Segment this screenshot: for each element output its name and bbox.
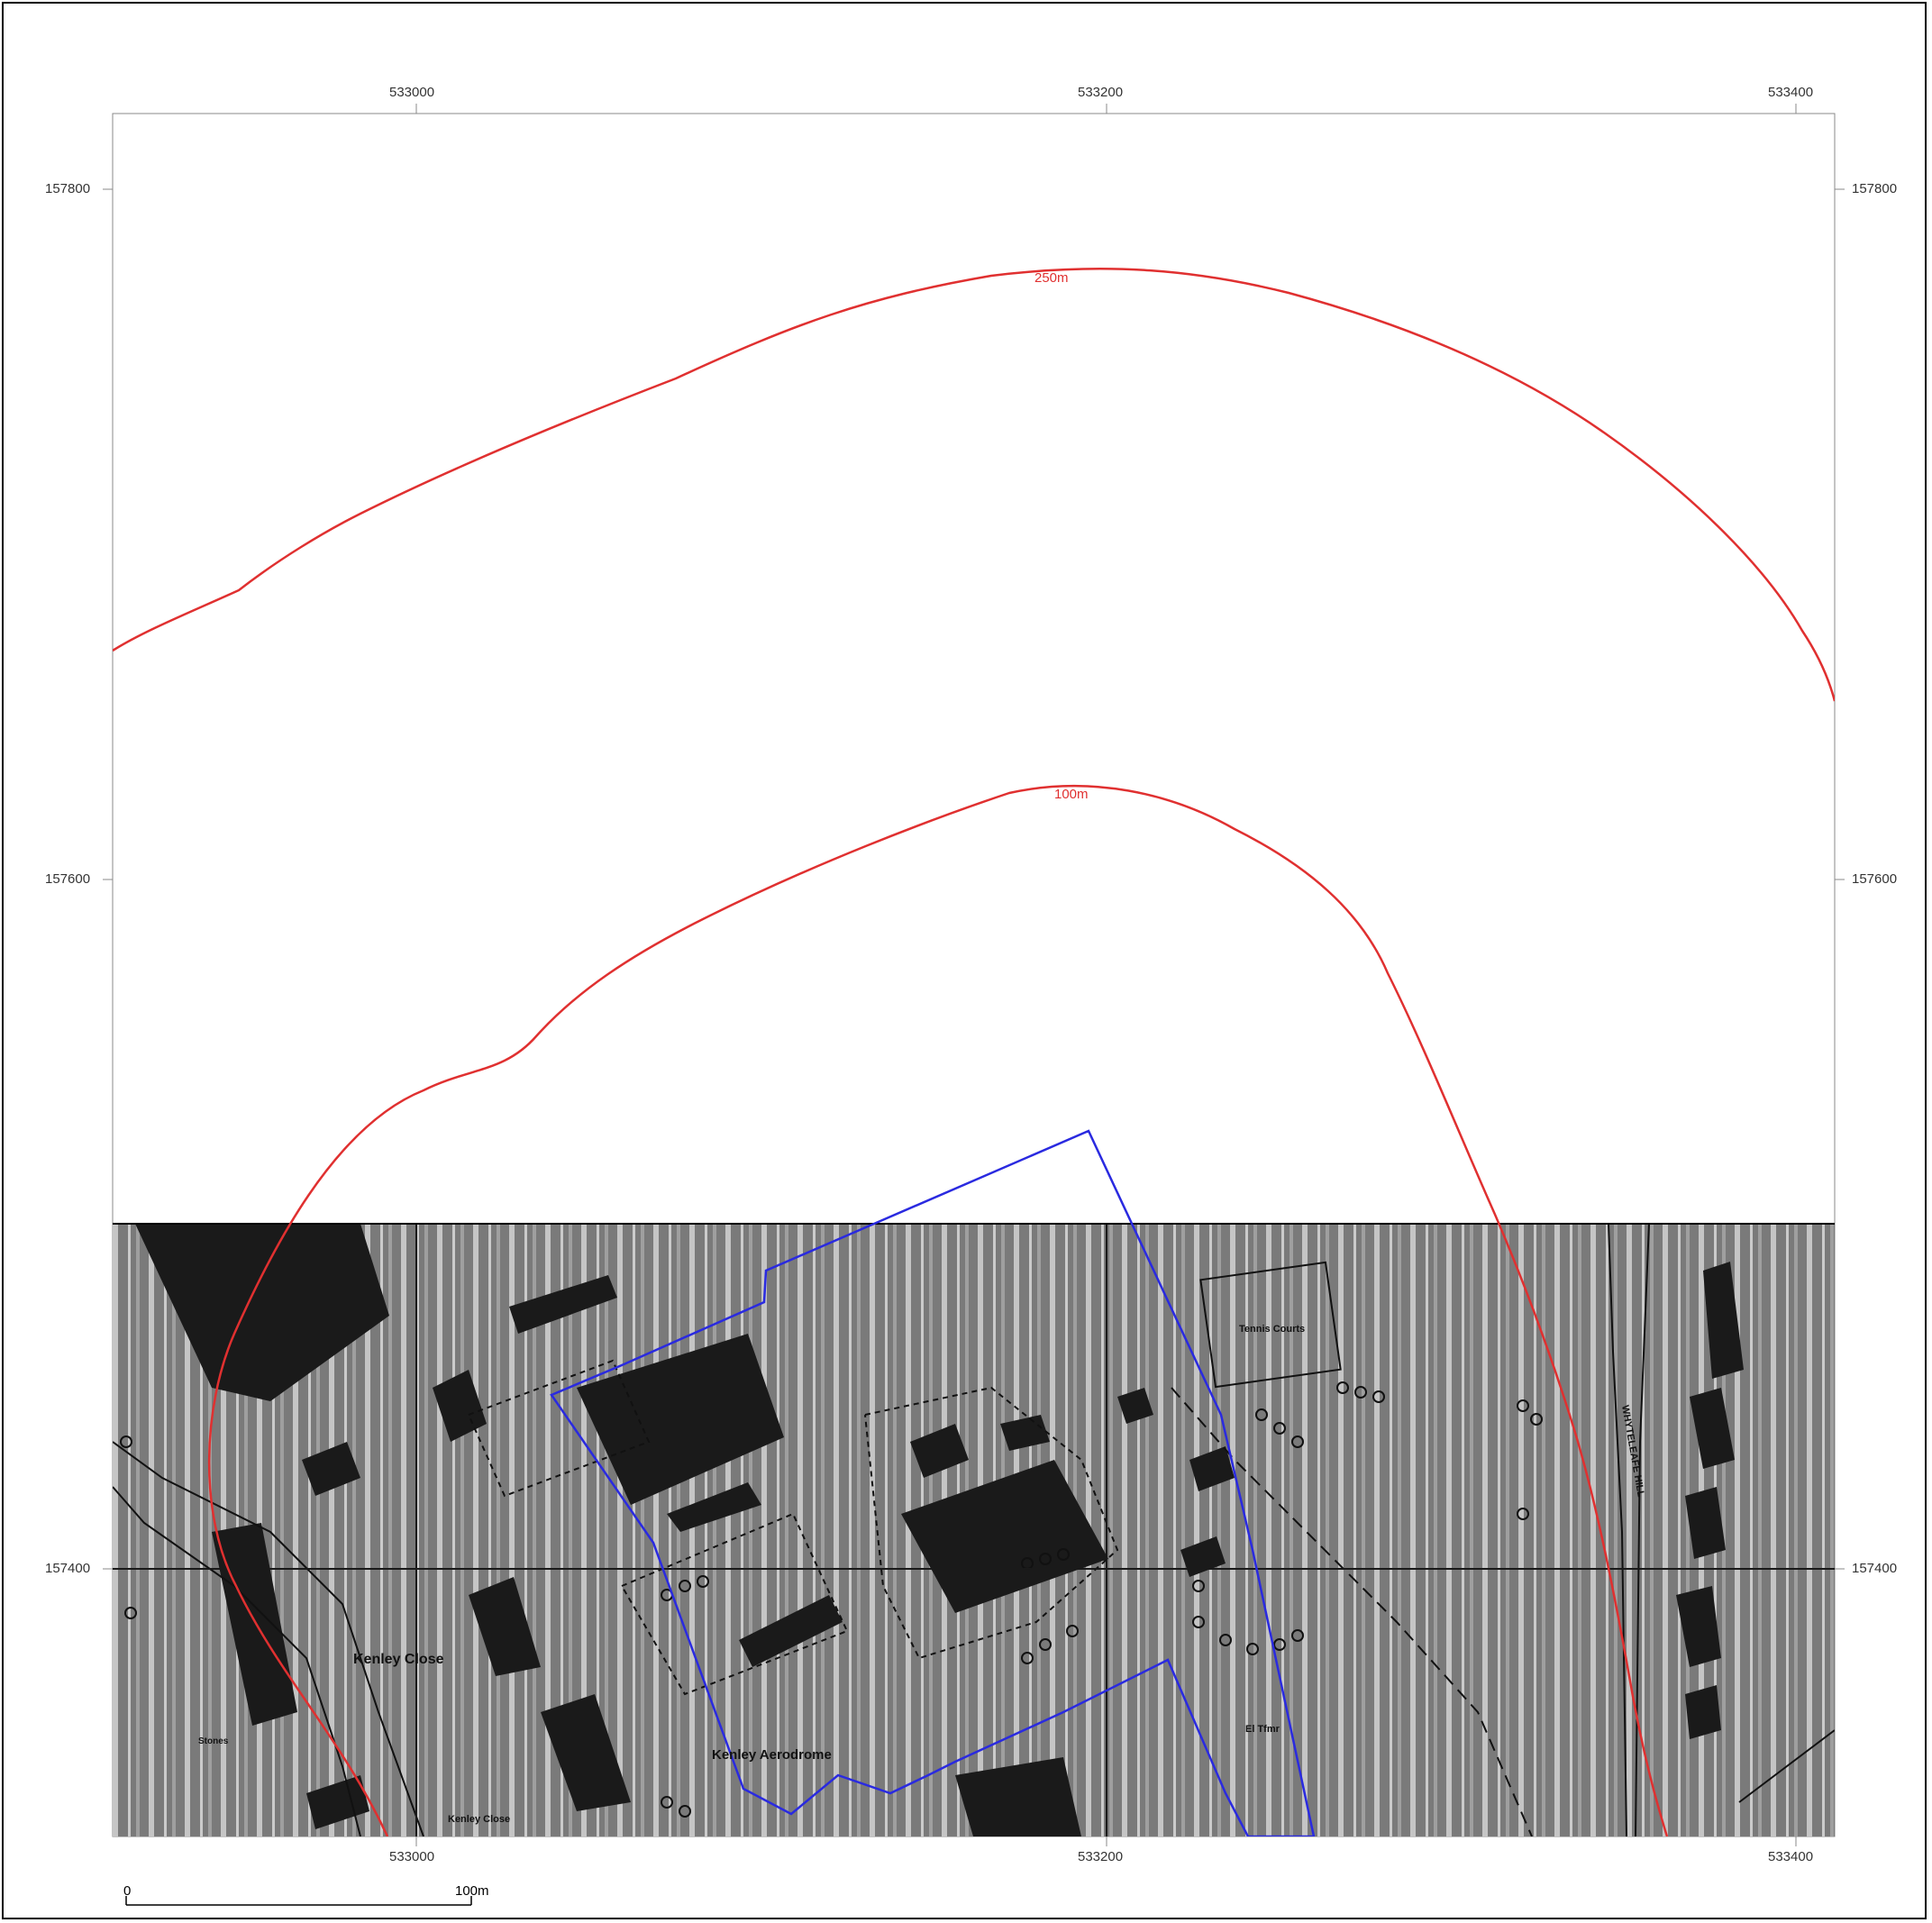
grid-ticks <box>103 104 1845 1846</box>
scale-bar-end-label: 100m <box>455 1883 489 1899</box>
left-northing-157400: 157400 <box>45 1561 91 1576</box>
top-easting-533200: 533200 <box>1078 85 1124 100</box>
label-kenley-aerodrome: Kenley Aerodrome <box>712 1747 832 1763</box>
historic-buildings <box>135 1224 1744 1836</box>
label-stones: Stones <box>198 1736 229 1746</box>
left-northing-157600: 157600 <box>45 871 91 887</box>
buffer-100m-line <box>207 784 1669 1836</box>
right-northing-157800: 157800 <box>1852 181 1898 196</box>
right-northing-157400: 157400 <box>1852 1561 1898 1576</box>
bottom-easting-533200: 533200 <box>1078 1849 1124 1864</box>
buffer-250m-line <box>113 268 1835 702</box>
bottom-easting-533000: 533000 <box>389 1849 435 1864</box>
label-tennis-courts: Tennis Courts <box>1239 1324 1305 1335</box>
left-northing-157800: 157800 <box>45 181 91 196</box>
top-easting-533400: 533400 <box>1768 85 1814 100</box>
grid-lines <box>113 1224 1835 1836</box>
scale-bar <box>125 1896 472 1906</box>
historic-map-raster <box>113 1224 1835 1836</box>
buffer-100m-label: 100m <box>1054 787 1089 802</box>
bottom-easting-533400: 533400 <box>1768 1849 1814 1864</box>
right-northing-157600: 157600 <box>1852 871 1898 887</box>
label-kenley-close-lower: Kenley Close <box>448 1814 510 1825</box>
scale-bar-start-label: 0 <box>123 1883 132 1899</box>
site-boundary-polygon <box>550 1129 1316 1836</box>
historic-tree-symbols <box>120 1381 1543 1818</box>
label-el-tfmr: El Tfmr <box>1245 1724 1280 1735</box>
label-kenley-close-upper: Kenley Close <box>353 1652 444 1667</box>
top-easting-533000: 533000 <box>389 85 435 100</box>
buffer-250m-label: 250m <box>1034 270 1069 286</box>
